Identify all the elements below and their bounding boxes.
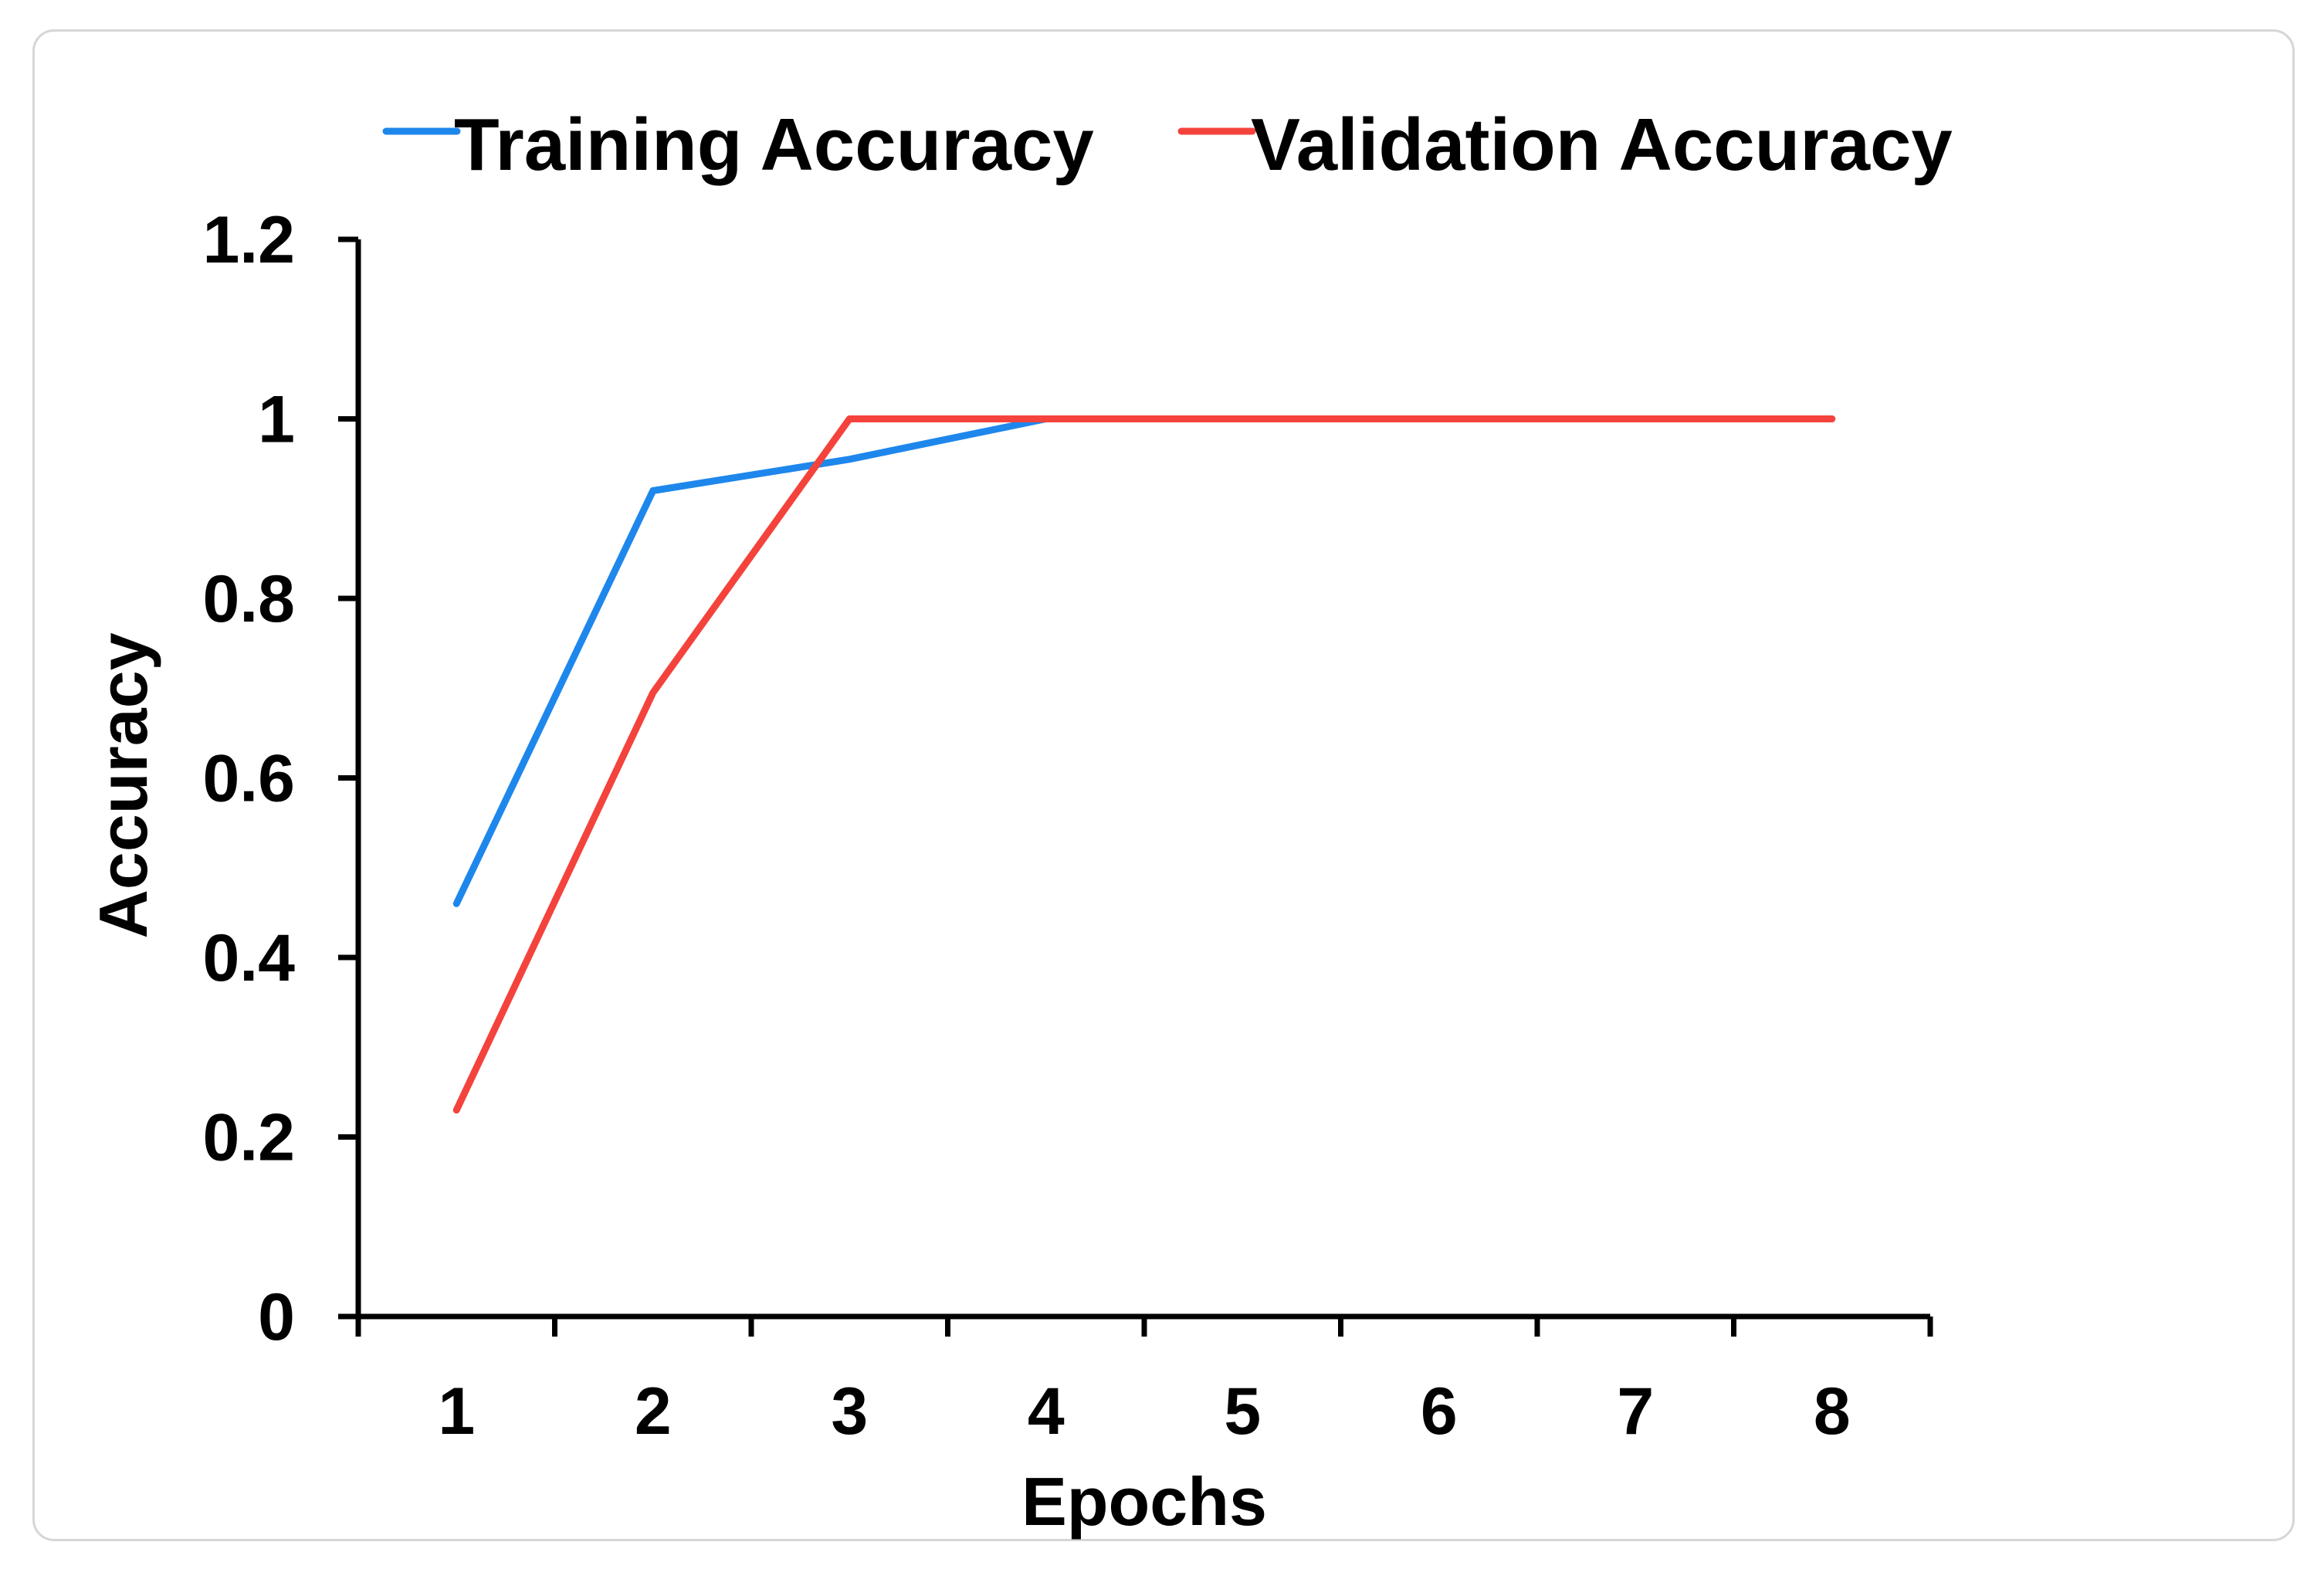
y-tick-label: 0.6 [202, 742, 295, 816]
chart-frame [32, 29, 2295, 1541]
y-axis-label: Accuracy [85, 632, 161, 938]
y-tick-label: 1 [258, 383, 295, 457]
series-line-validation-accuracy [452, 415, 1836, 1114]
legend-label: Training Accuracy [454, 103, 1094, 186]
x-tick-label: 2 [635, 1374, 672, 1449]
x-tick-label: 8 [1814, 1374, 1851, 1449]
legend: Training Accuracy Validation Accuracy [382, 103, 1953, 186]
x-tick-label: 5 [1224, 1374, 1261, 1449]
y-tick-label: 0.2 [202, 1101, 295, 1175]
y-tick-label: 0.4 [202, 921, 295, 995]
axes: 0 0.2 0.4 0.6 0.8 1 1.2 1 2 3 4 5 6 7 8 [202, 203, 1933, 1449]
series-line-training-accuracy [452, 415, 1836, 907]
x-tick-label: 1 [438, 1374, 475, 1449]
y-tick-label: 1.2 [202, 203, 295, 277]
series-layer [452, 415, 1836, 1114]
x-tick-label: 3 [831, 1374, 868, 1449]
y-tick-label: 0.8 [202, 562, 295, 636]
y-tick-label: 0 [258, 1280, 295, 1354]
x-tick-label: 7 [1617, 1374, 1654, 1449]
x-axis-label: Epochs [1021, 1463, 1267, 1540]
x-tick-label: 6 [1421, 1374, 1458, 1449]
x-tick-label: 4 [1028, 1374, 1065, 1449]
legend-label: Validation Accuracy [1251, 103, 1953, 186]
